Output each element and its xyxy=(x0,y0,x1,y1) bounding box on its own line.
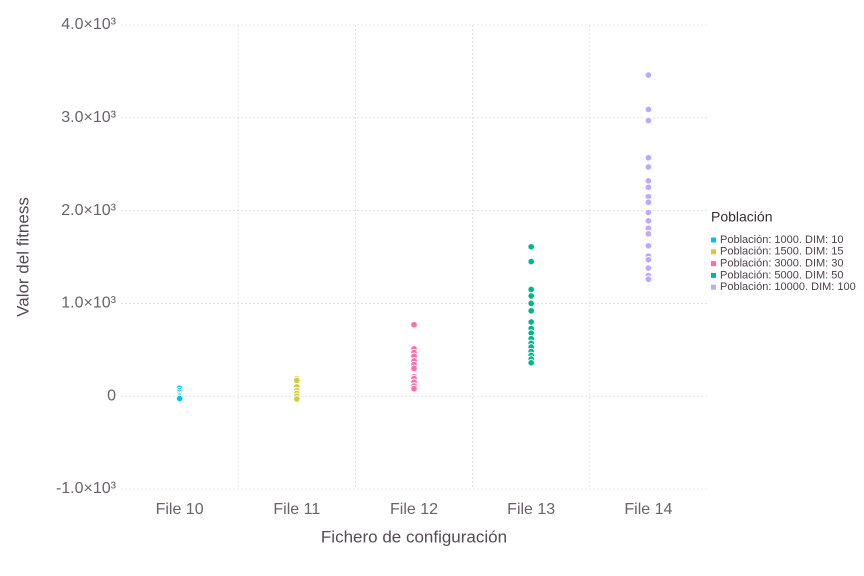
point xyxy=(410,385,418,393)
y-tick-label: 2.0×10³ xyxy=(61,202,116,219)
point xyxy=(527,285,535,294)
point xyxy=(644,153,653,162)
legend-label: Población: 10000. DIM: 100 xyxy=(720,281,856,293)
point xyxy=(644,264,653,272)
point xyxy=(644,198,653,206)
point xyxy=(175,394,184,403)
legend-label: Población: 5000. DIM: 50 xyxy=(720,269,844,281)
point xyxy=(410,364,418,373)
point xyxy=(527,359,535,367)
legend-swatch xyxy=(711,249,716,255)
legend-label: Población: 1000. DIM: 10 xyxy=(720,234,844,246)
point xyxy=(527,307,535,315)
y-axis-label: Valor del fitness xyxy=(13,197,32,317)
point xyxy=(527,257,535,266)
point xyxy=(644,71,653,79)
point xyxy=(644,230,653,238)
y-tick-label: 0 xyxy=(107,387,116,404)
point xyxy=(527,292,535,300)
y-tick-label: 1.0×10³ xyxy=(61,295,116,312)
x-tick-label: File 10 xyxy=(156,501,204,518)
legend-swatch xyxy=(711,272,716,278)
y-tick-label: -1.0×10³ xyxy=(56,480,117,497)
x-tick-label: File 13 xyxy=(507,501,555,518)
point xyxy=(644,217,653,225)
point xyxy=(644,275,653,284)
point xyxy=(644,256,653,264)
point xyxy=(410,320,418,329)
legend-swatch xyxy=(711,261,716,267)
point xyxy=(644,177,653,185)
legend-swatch xyxy=(711,237,716,243)
x-axis-label: Fichero de configuración xyxy=(321,527,507,546)
point xyxy=(644,116,653,125)
point xyxy=(527,299,535,308)
point xyxy=(644,183,653,192)
point xyxy=(644,105,653,114)
point xyxy=(527,243,535,251)
point xyxy=(293,395,301,403)
x-tick-label: File 12 xyxy=(390,501,438,518)
legend-label: Población: 1500. DIM: 15 xyxy=(720,246,844,258)
legend-label: Población: 3000. DIM: 30 xyxy=(720,258,844,270)
point xyxy=(644,242,653,250)
y-tick-label: 4.0×10³ xyxy=(61,16,116,33)
legend-swatch xyxy=(711,284,716,290)
x-tick-label: File 14 xyxy=(624,501,672,518)
x-tick-label: File 11 xyxy=(273,501,320,518)
point xyxy=(527,318,535,326)
legend-title: Población xyxy=(711,209,773,225)
point xyxy=(644,163,653,171)
point xyxy=(644,208,653,217)
y-tick-label: 3.0×10³ xyxy=(61,109,116,126)
point xyxy=(293,376,301,385)
